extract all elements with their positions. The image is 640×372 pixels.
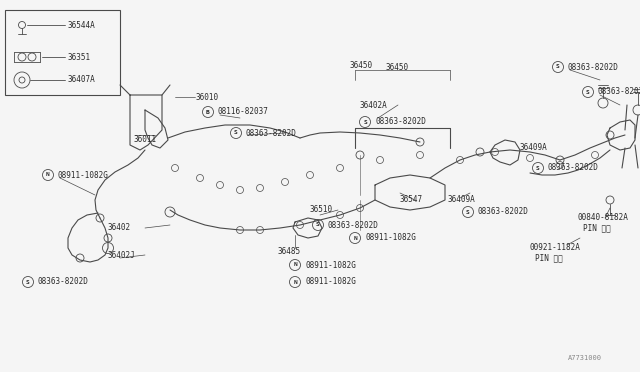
Text: 36409A: 36409A <box>448 196 476 205</box>
Text: S: S <box>556 64 560 70</box>
Text: 36450: 36450 <box>350 61 373 70</box>
Text: S: S <box>316 222 320 228</box>
Text: 36544A: 36544A <box>67 20 95 29</box>
Text: S: S <box>363 119 367 125</box>
Text: 08363-8202D: 08363-8202D <box>375 118 426 126</box>
Text: 08363-8202D: 08363-8202D <box>548 164 599 173</box>
Text: 08363-8202D: 08363-8202D <box>328 221 379 230</box>
Text: B: B <box>206 109 210 115</box>
Text: S: S <box>26 279 30 285</box>
Text: 00840-8182A: 00840-8182A <box>578 214 629 222</box>
Text: 00921-1182A: 00921-1182A <box>530 244 581 253</box>
Text: 36450: 36450 <box>385 64 408 73</box>
Text: 36351: 36351 <box>67 52 90 61</box>
Text: 36409A: 36409A <box>520 144 548 153</box>
Text: A7731000: A7731000 <box>568 355 602 361</box>
Text: 08911-1082G: 08911-1082G <box>58 170 109 180</box>
Text: PIN ピン: PIN ピン <box>583 224 611 232</box>
Text: 08911-1082G: 08911-1082G <box>305 278 356 286</box>
Text: 08363-8202D: 08363-8202D <box>478 208 529 217</box>
Text: 36547: 36547 <box>400 196 423 205</box>
Text: 36402J: 36402J <box>108 250 136 260</box>
Text: 08363-8202D: 08363-8202D <box>568 62 619 71</box>
Text: 36510: 36510 <box>310 205 333 215</box>
Text: 08911-1082G: 08911-1082G <box>305 260 356 269</box>
Text: 36011: 36011 <box>133 135 156 144</box>
Text: 08363-8202D: 08363-8202D <box>598 87 640 96</box>
Text: 36402: 36402 <box>108 224 131 232</box>
Text: N: N <box>46 173 50 177</box>
Text: 08911-1082G: 08911-1082G <box>365 234 416 243</box>
Text: S: S <box>586 90 590 94</box>
Text: N: N <box>293 279 297 285</box>
Text: 36407A: 36407A <box>67 76 95 84</box>
Text: PIN ピン: PIN ピン <box>535 253 563 263</box>
Text: S: S <box>234 131 238 135</box>
Text: 08363-8202D: 08363-8202D <box>246 128 297 138</box>
Text: N: N <box>293 263 297 267</box>
Text: 08116-82037: 08116-82037 <box>218 108 269 116</box>
Text: 08363-8202D: 08363-8202D <box>38 278 89 286</box>
Text: S: S <box>536 166 540 170</box>
Text: S: S <box>466 209 470 215</box>
Text: 36010: 36010 <box>196 93 219 102</box>
Bar <box>5 10 120 95</box>
Text: N: N <box>353 235 357 241</box>
Text: 36485: 36485 <box>278 247 301 257</box>
Text: 36402A: 36402A <box>360 100 388 109</box>
